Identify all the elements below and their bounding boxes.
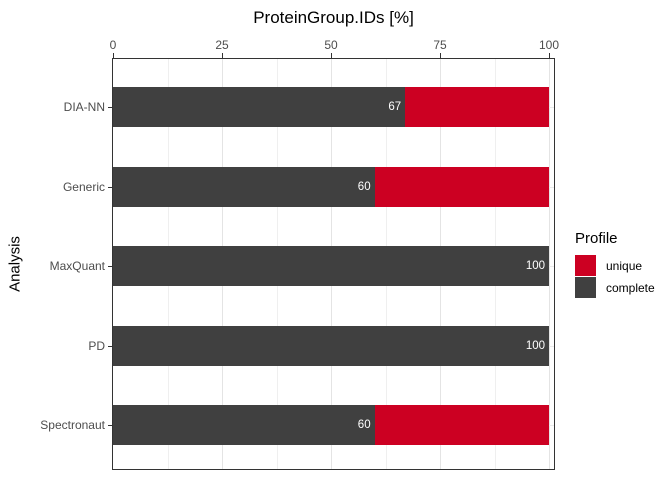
bar-row: 67 (113, 87, 549, 127)
category-label: MaxQuant (49, 259, 105, 273)
legend-items: unique complete (575, 255, 655, 298)
bar-row: 60 (113, 166, 549, 207)
legend: Profile unique complete (575, 230, 655, 299)
category-label: DIA-NN (63, 100, 105, 114)
bar-row: 100 (113, 246, 549, 286)
bar-segment-complete: 67 (113, 87, 406, 127)
y-axis-tick (108, 345, 113, 347)
category-label: PD (88, 338, 105, 353)
legend-title: Profile (575, 230, 618, 247)
x-axis-tick (549, 53, 550, 59)
legend-item-unique: unique (575, 255, 655, 276)
x-axis-tick (222, 53, 223, 59)
legend-item-complete: complete (575, 277, 655, 298)
major-gridline (549, 59, 550, 469)
bar-segment-complete: 60 (113, 166, 375, 207)
bar-row: 60 (113, 405, 549, 445)
bar-segment-complete: 100 (113, 325, 549, 366)
x-axis-tick-label: 0 (109, 38, 117, 52)
bar-value-label: 100 (525, 339, 545, 352)
plot-panel: 67 60 100 100 60 (112, 58, 555, 470)
x-axis-tick (331, 53, 332, 59)
x-axis-tick-label: 75 (433, 38, 447, 52)
bar-segment-complete: 60 (113, 405, 375, 445)
legend-item-label: unique (606, 258, 643, 273)
category-label: Spectronaut (40, 418, 105, 432)
x-axis-tick-label: 25 (215, 38, 229, 52)
bar-value-label: 100 (525, 260, 545, 272)
bar-row: 100 (113, 325, 549, 366)
bar-segment-unique (405, 87, 549, 127)
x-axis-tick-label: 100 (538, 38, 560, 52)
category-label: Generic (62, 179, 105, 194)
y-axis-tick (108, 186, 113, 188)
legend-item-label: complete (606, 280, 655, 295)
bar-value-label: 67 (388, 101, 402, 113)
bar-segment-unique (374, 405, 549, 445)
legend-swatch-unique (575, 255, 596, 276)
x-axis-tick (113, 53, 114, 59)
bar-segment-complete: 100 (113, 246, 549, 286)
y-axis-tick (108, 266, 113, 267)
legend-swatch-complete (575, 277, 596, 298)
chart-title: ProteinGroup.IDs [%] (253, 8, 414, 27)
y-axis-tick (108, 425, 113, 426)
bar-value-label: 60 (357, 180, 371, 193)
bar-value-label: 60 (357, 419, 371, 431)
x-axis-tick (440, 53, 441, 59)
y-axis-tick (108, 107, 113, 108)
bar-segment-unique (374, 166, 549, 207)
x-axis-tick-label: 50 (324, 38, 338, 52)
